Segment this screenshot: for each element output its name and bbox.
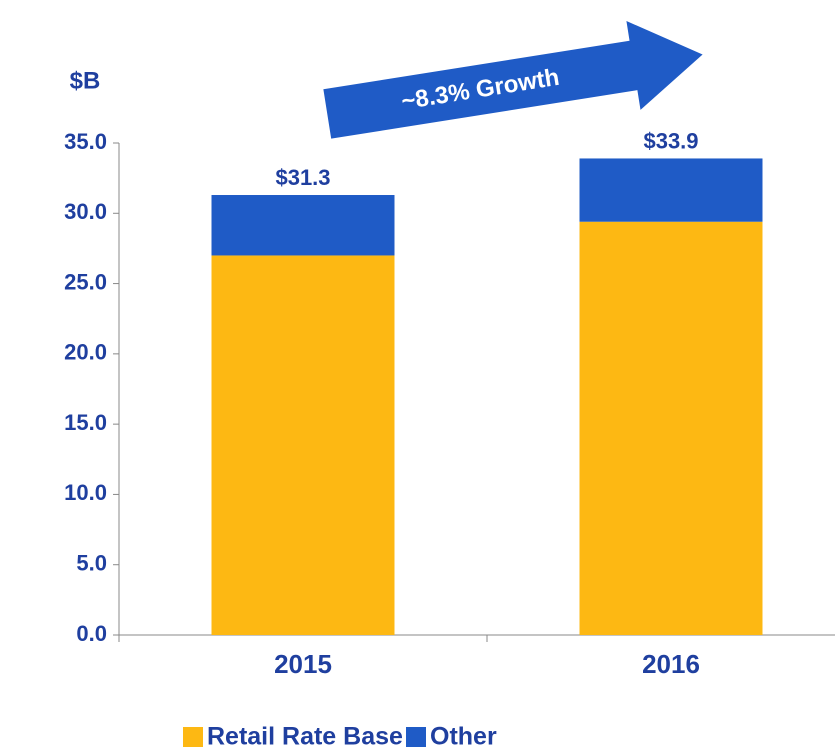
- y-tick-label: 35.0: [64, 129, 107, 154]
- y-tick-label: 30.0: [64, 199, 107, 224]
- total-label: $31.3: [275, 165, 330, 190]
- y-tick-label: 0.0: [76, 621, 107, 646]
- y-axis-label: $B: [70, 67, 101, 94]
- y-tick-label: 10.0: [64, 480, 107, 505]
- x-tick-label: 2016: [642, 649, 700, 679]
- legend-label: Other: [430, 723, 497, 751]
- bar-segment: [211, 255, 395, 635]
- bar-segment: [579, 221, 763, 635]
- legend-swatch: [406, 727, 426, 747]
- y-tick-label: 25.0: [64, 269, 107, 294]
- legend-swatch: [183, 727, 203, 747]
- legend-label: Retail Rate Base: [207, 723, 403, 751]
- total-label: $33.9: [643, 128, 698, 153]
- arrow-shape: [323, 20, 703, 139]
- x-tick-label: 2015: [274, 649, 332, 679]
- bar-segment: [579, 158, 763, 222]
- y-tick-label: 5.0: [76, 551, 107, 576]
- y-tick-label: 15.0: [64, 410, 107, 435]
- y-tick-label: 20.0: [64, 340, 107, 365]
- bar-segment: [211, 195, 395, 256]
